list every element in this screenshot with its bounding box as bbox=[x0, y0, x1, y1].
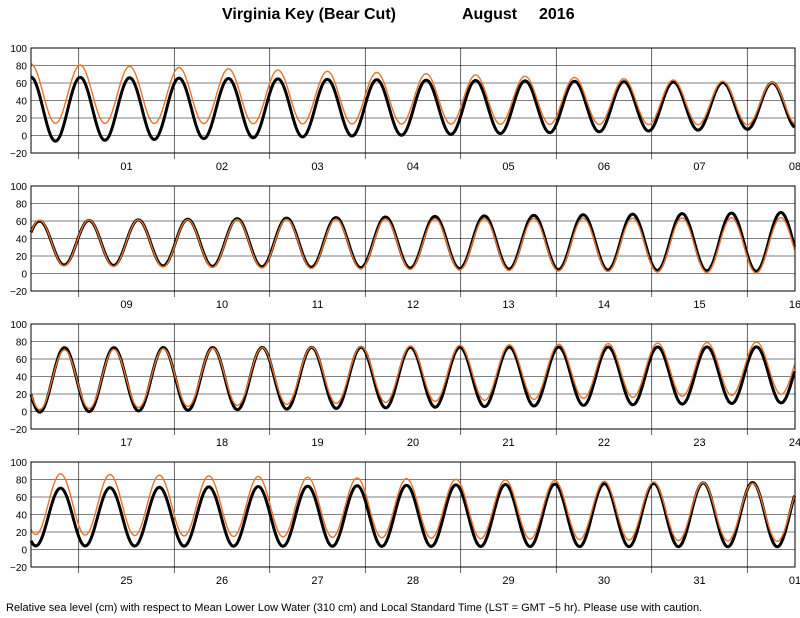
y-tick-label: 0 bbox=[21, 408, 27, 419]
predicted-series-line bbox=[30, 216, 796, 274]
day-label: 10 bbox=[216, 299, 228, 311]
observed-series-line bbox=[29, 345, 796, 414]
day-label: 06 bbox=[598, 161, 610, 173]
day-label: 16 bbox=[789, 299, 800, 311]
day-label: 25 bbox=[120, 575, 132, 587]
day-label: 24 bbox=[789, 437, 800, 449]
y-tick-label: 40 bbox=[16, 235, 28, 246]
day-label: 03 bbox=[311, 161, 323, 173]
panel-frame bbox=[30, 47, 796, 154]
y-tick-label: 40 bbox=[16, 373, 28, 384]
predicted-series-line bbox=[30, 473, 796, 542]
day-label: 11 bbox=[312, 299, 323, 311]
observed-series-line bbox=[30, 75, 796, 143]
day-label: 07 bbox=[693, 161, 705, 173]
day-label: 31 bbox=[693, 575, 705, 587]
y-tick-label: 100 bbox=[10, 320, 27, 331]
y-tick-label: 20 bbox=[16, 528, 28, 539]
y-tick-label: 100 bbox=[10, 182, 27, 193]
y-tick-label: 20 bbox=[16, 252, 28, 263]
day-label: 20 bbox=[407, 437, 419, 449]
day-label: 08 bbox=[789, 161, 800, 173]
y-tick-label: −20 bbox=[10, 563, 27, 574]
observed-series-line bbox=[29, 481, 796, 549]
y-tick-label: −20 bbox=[10, 425, 27, 436]
y-tick-label: 40 bbox=[16, 97, 28, 108]
day-label: 12 bbox=[407, 299, 419, 311]
y-tick-label: 60 bbox=[16, 493, 28, 504]
y-tick-label: 60 bbox=[16, 217, 28, 228]
day-label: 17 bbox=[120, 437, 132, 449]
y-tick-label: 100 bbox=[10, 458, 27, 469]
day-label: 15 bbox=[693, 299, 705, 311]
day-label: 09 bbox=[120, 299, 132, 311]
predicted-series-line bbox=[30, 63, 796, 126]
day-label: 21 bbox=[502, 437, 514, 449]
day-label: 14 bbox=[598, 299, 610, 311]
y-tick-label: 80 bbox=[16, 62, 28, 73]
day-label: 26 bbox=[216, 575, 228, 587]
chart-title-month: August bbox=[462, 6, 518, 23]
y-tick-label: 60 bbox=[16, 79, 28, 90]
y-tick-label: 60 bbox=[16, 355, 28, 366]
day-label: 04 bbox=[407, 161, 419, 173]
day-label: 29 bbox=[502, 575, 514, 587]
y-tick-label: 80 bbox=[16, 476, 28, 487]
y-tick-label: 0 bbox=[21, 132, 27, 143]
footnote: Relative sea level (cm) with respect to … bbox=[6, 602, 703, 614]
y-tick-label: 80 bbox=[16, 200, 28, 211]
predicted-series-line bbox=[30, 341, 796, 411]
y-tick-label: 20 bbox=[16, 390, 28, 401]
day-label: 13 bbox=[502, 299, 514, 311]
day-label: 30 bbox=[598, 575, 610, 587]
y-tick-label: 80 bbox=[16, 338, 28, 349]
y-tick-label: 100 bbox=[10, 44, 27, 55]
day-label: 02 bbox=[216, 161, 228, 173]
chart-title-year: 2016 bbox=[539, 6, 575, 23]
day-label: 23 bbox=[693, 437, 705, 449]
panel-frame bbox=[30, 185, 796, 292]
y-tick-label: 20 bbox=[16, 114, 28, 125]
day-label: 22 bbox=[598, 437, 610, 449]
day-label: 01 bbox=[789, 575, 800, 587]
panel-frame bbox=[30, 461, 796, 568]
day-label: 19 bbox=[311, 437, 323, 449]
y-tick-label: −20 bbox=[10, 149, 27, 160]
y-tick-label: 0 bbox=[21, 270, 27, 281]
y-tick-label: 40 bbox=[16, 511, 28, 522]
y-tick-label: −20 bbox=[10, 287, 27, 298]
day-label: 05 bbox=[502, 161, 514, 173]
day-label: 27 bbox=[311, 575, 323, 587]
chart-title-station: Virginia Key (Bear Cut) bbox=[222, 6, 396, 23]
day-label: 01 bbox=[120, 161, 132, 173]
day-label: 18 bbox=[216, 437, 228, 449]
y-tick-label: 0 bbox=[21, 546, 27, 557]
day-label: 28 bbox=[407, 575, 419, 587]
panel-frame bbox=[30, 323, 796, 430]
